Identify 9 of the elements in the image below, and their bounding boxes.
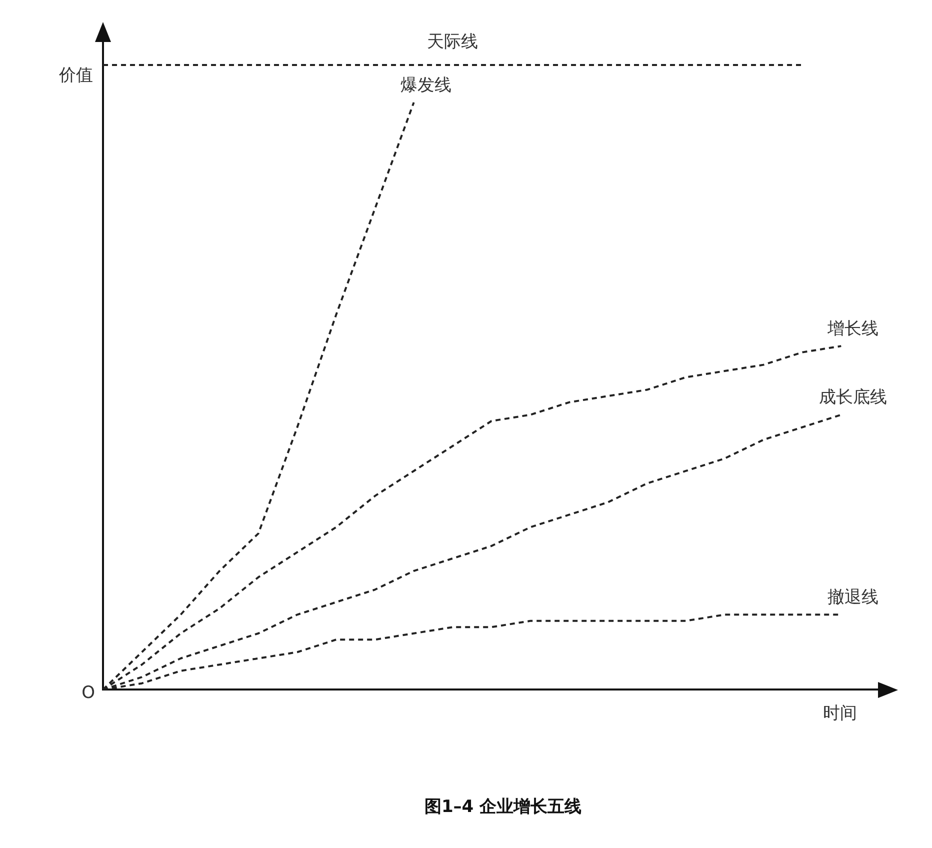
series-label: 天际线	[427, 32, 478, 52]
series-label: 增长线	[826, 318, 879, 339]
series-label: 爆发线	[400, 75, 452, 96]
series-label: 撤退线	[828, 588, 879, 608]
y-axis-title: 价值	[58, 65, 93, 86]
text: 图1–4 企业增长五线	[424, 797, 582, 818]
text: O	[82, 683, 95, 704]
series-label: 成长底线	[819, 388, 888, 408]
x-axis-title: 时间	[823, 704, 857, 724]
